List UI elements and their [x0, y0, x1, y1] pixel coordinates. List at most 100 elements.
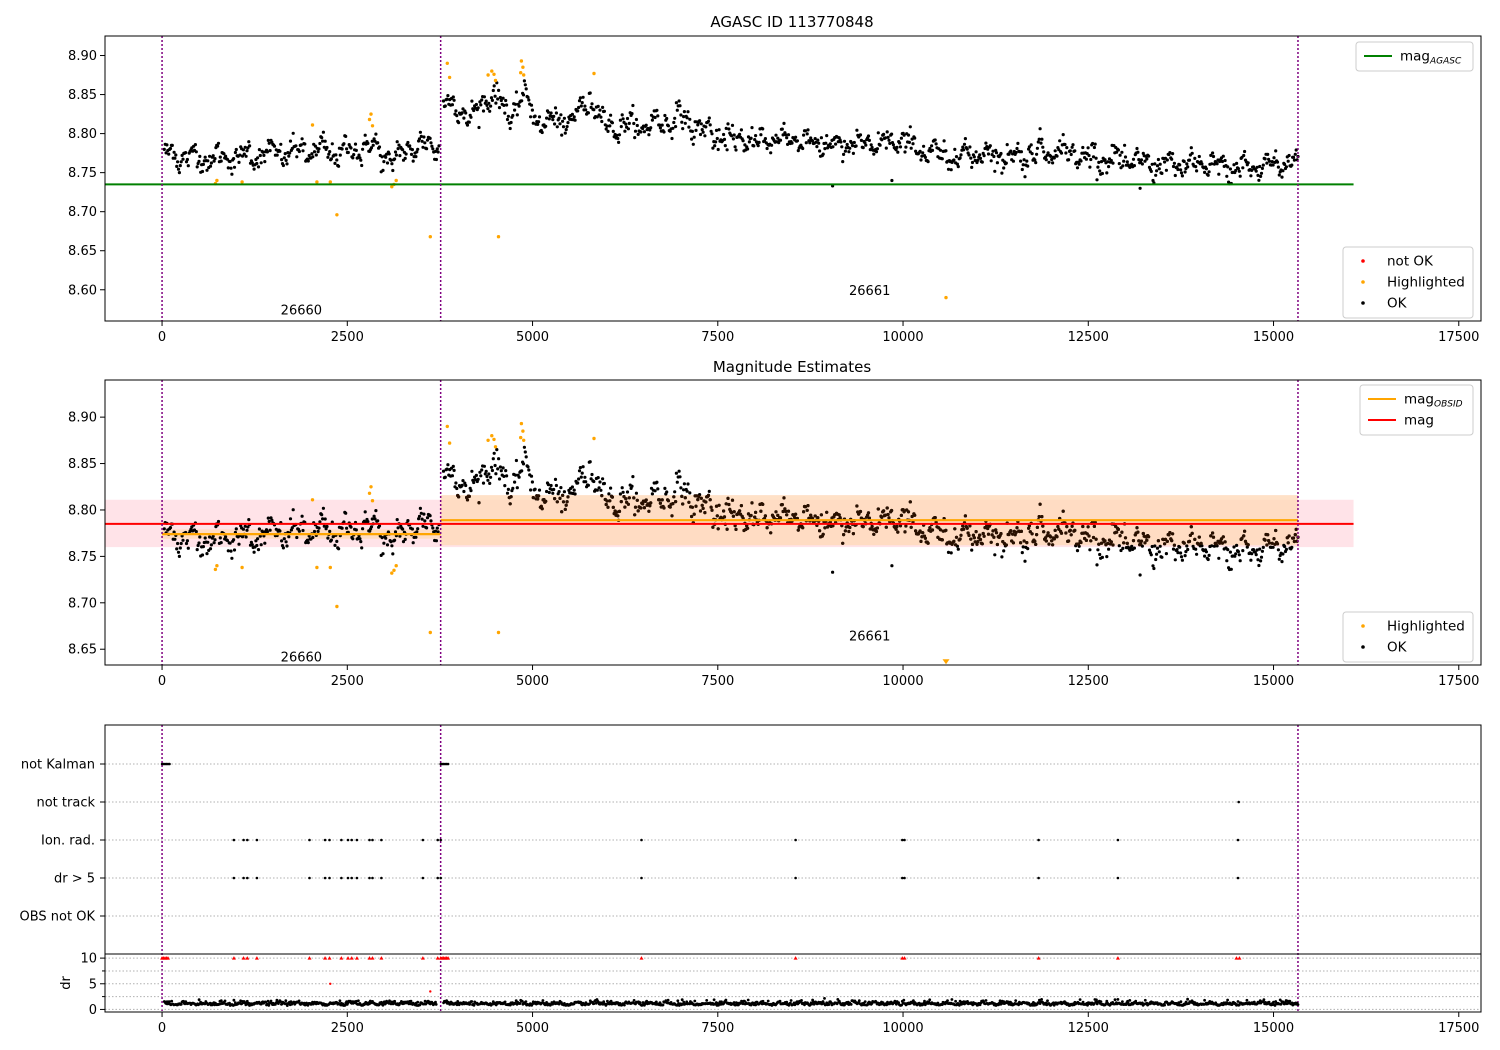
agasc-ok-point-458	[573, 118, 577, 122]
dr-point-12900	[1116, 998, 1120, 1001]
agasc-ok-point-179	[321, 130, 325, 134]
estimates-ok-band-point-966	[1025, 541, 1029, 545]
agasc-ok-point-918	[982, 154, 986, 158]
agasc-ok-point-109	[259, 161, 263, 165]
estimates-ok-band-point-610	[708, 498, 712, 502]
agasc-ok-point-1202	[1235, 161, 1239, 165]
dr-point-970	[232, 998, 236, 1002]
estimates-ok-band-point-857	[928, 526, 932, 530]
agasc-highlight-point-22	[521, 65, 525, 69]
dr-point-11840	[1038, 998, 1041, 1002]
estimates-ok-band-point-1050	[1099, 541, 1104, 545]
flags-point-2-17	[640, 838, 643, 842]
flags-point-3-13	[380, 876, 383, 880]
estimates-ok-point-375	[499, 469, 503, 473]
estimates-ok-point-381	[505, 474, 509, 478]
estimates-ok-point-180	[322, 524, 326, 528]
agasc-ok-point-697	[786, 142, 790, 146]
agasc-ok-point-1073	[1120, 150, 1124, 154]
estimates-legend-top-label-1: mag	[1404, 413, 1434, 429]
estimates-xtick-label-3: 7500	[701, 674, 734, 689]
agasc-ok-point-617	[714, 128, 719, 132]
estimates-ok-point-12	[173, 537, 177, 541]
agasc-ok-point-500	[610, 121, 615, 125]
agasc-ytick-label-4: 8.80	[68, 127, 97, 142]
estimates-ok-point-1200	[1233, 554, 1237, 558]
dr-point-1850	[297, 999, 301, 1003]
agasc-ok-point-770	[850, 144, 855, 148]
estimates-ok-point-238	[374, 509, 378, 513]
agasc-ok-point-1168	[1204, 167, 1208, 171]
agasc-ok-point-631	[727, 127, 731, 131]
agasc-ok-point-1115	[1157, 167, 1161, 171]
estimates-ok-band-point-748	[831, 524, 835, 528]
agasc-ok-point-554	[658, 126, 663, 130]
agasc-ok-point-1186	[1220, 159, 1224, 164]
agasc-ok-point-166	[310, 152, 314, 156]
estimates-ok-band-point-997	[1052, 537, 1056, 541]
agasc-ok-point-488	[600, 119, 604, 124]
agasc-ok-point-391	[513, 102, 518, 106]
agasc-ok-point-735	[819, 136, 824, 140]
estimates-ok-point-550	[655, 480, 659, 484]
agasc-ok-point-1246	[1274, 149, 1278, 153]
estimates-ok-band-point-385	[508, 502, 512, 506]
estimates-ok-point-177	[320, 513, 324, 517]
agasc-ok-point-315	[446, 94, 450, 98]
agasc-highlight-point-16	[486, 73, 490, 77]
agasc-ok-point-365	[490, 98, 494, 102]
agasc-ok-point-331	[460, 111, 464, 115]
dr-point-2620	[354, 999, 358, 1003]
estimates-legend-top-label-sub-0: OBSID	[1434, 400, 1463, 410]
estimates-ok-band-point-1001	[1056, 525, 1060, 529]
estimates-highlight-point-17	[490, 434, 494, 438]
agasc-ok-point-669	[761, 127, 765, 131]
estimates-ok-point-99	[250, 543, 254, 547]
agasc-ok-point-835	[908, 125, 912, 129]
agasc-legend-bottom-label-main-0: not OK	[1387, 254, 1434, 270]
estimates-ytick-label-0: 8.65	[68, 643, 97, 658]
estimates-ok-band-point-599	[698, 509, 703, 513]
estimates-ok-point-1087	[1132, 546, 1136, 550]
agasc-ok-point-975	[1033, 158, 1037, 162]
agasc-highlight-point-1	[215, 178, 219, 183]
agasc-ok-point-99	[250, 161, 254, 165]
agasc-ok-point-745	[828, 142, 832, 146]
agasc-ok-point-188	[329, 157, 333, 161]
dr-point-10660	[950, 998, 954, 1001]
agasc-ok-point-836	[909, 146, 913, 150]
dr-capped-point-30	[902, 956, 907, 960]
dr-point-9300	[849, 1003, 853, 1006]
estimates-ok-point-1133	[1173, 558, 1177, 562]
agasc-ok-point-762	[843, 149, 848, 153]
estimates-ok-point-269	[401, 540, 406, 544]
estimates-ok-point-402	[523, 450, 527, 454]
estimates-ok-band-point-543	[649, 501, 653, 505]
agasc-highlight-point-13	[428, 235, 432, 239]
estimates-ok-band-point-871	[940, 538, 944, 542]
agasc-ok-point-702	[790, 141, 794, 145]
dr-point-3070	[388, 999, 391, 1003]
agasc-xtick-label-2: 5000	[516, 330, 549, 345]
estimates-ok-point-152	[297, 529, 301, 533]
estimates-ok-band-point-674	[765, 526, 769, 530]
estimates-ok-band-point-1067	[1115, 530, 1119, 534]
agasc-ok-point-576	[678, 104, 682, 108]
estimates-ok-point-405	[526, 465, 530, 469]
dr-point-11120	[984, 999, 988, 1002]
estimates-ok-band-point-565	[668, 505, 672, 509]
estimates-ok-band-point-568	[671, 502, 675, 506]
agasc-ok-point-760	[842, 152, 846, 156]
dr-point-4210	[472, 1003, 476, 1007]
agasc-ok-point-213	[352, 153, 356, 157]
agasc-ok-point-1077	[1123, 155, 1128, 159]
estimates-ok-band-point-819	[894, 527, 898, 531]
agasc-highlight-point-26	[944, 295, 948, 300]
estimates-ok-point-310	[441, 469, 446, 473]
agasc-ok-point-691	[780, 127, 784, 131]
estimates-ok-point-1107	[1150, 544, 1154, 549]
agasc-ok-point-718	[804, 141, 808, 145]
estimates-ok-point-74	[228, 541, 232, 545]
agasc-ok-point-600	[699, 122, 703, 126]
estimates-ok-point-406	[527, 468, 531, 472]
